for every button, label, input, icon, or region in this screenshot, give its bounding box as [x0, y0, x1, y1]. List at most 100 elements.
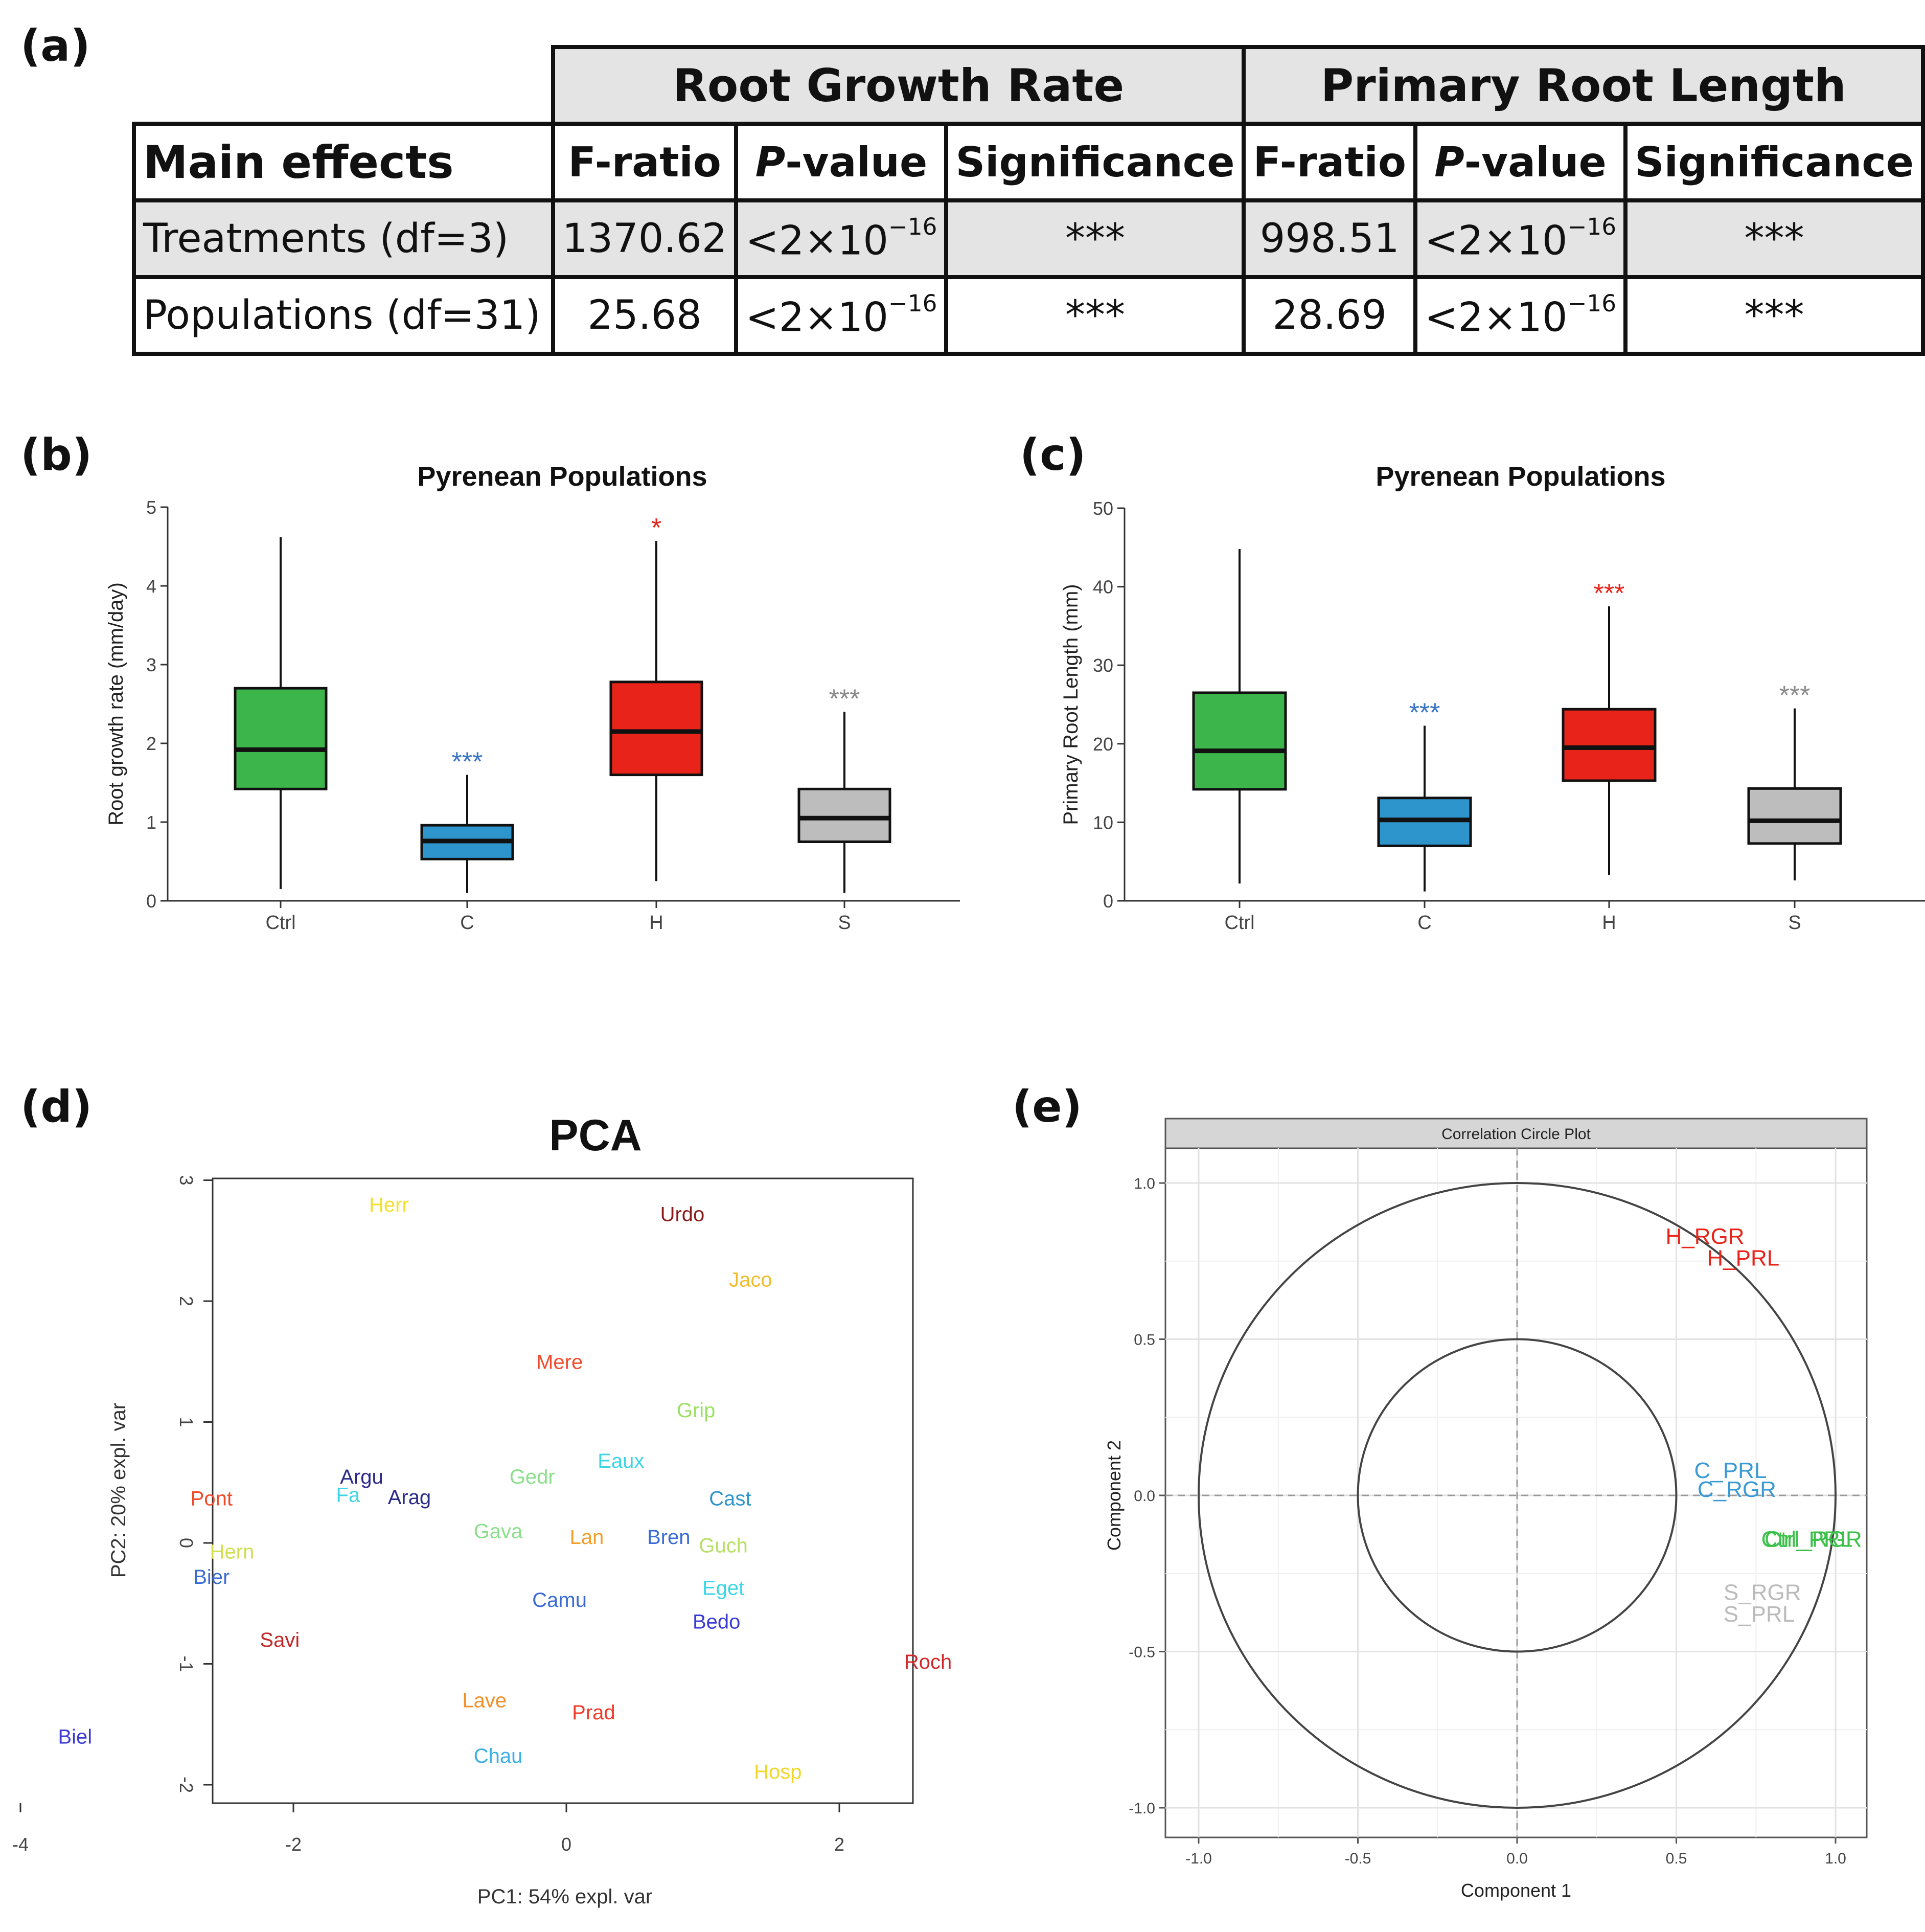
y-tick-label: -0.5: [1129, 1644, 1155, 1661]
point-label: Eget: [702, 1577, 744, 1600]
point-label: Roch: [904, 1651, 952, 1673]
cell-p-value: <2×10−16: [734, 275, 949, 356]
x-tick-label: -4: [12, 1834, 29, 1855]
point-label: Hosp: [754, 1761, 801, 1783]
p-value-exponent: −16: [1567, 290, 1616, 317]
cell-f-ratio: 998.51: [1242, 198, 1417, 279]
y-tick-label: 3: [176, 1175, 197, 1185]
panel-label-d: (d): [20, 1081, 93, 1132]
panel-label-a: (a): [20, 20, 90, 72]
panel-label-b: (b): [20, 429, 93, 481]
x-tick-label: S: [838, 912, 851, 934]
chart-title: PCA: [549, 1111, 642, 1160]
y-tick-label: 1.0: [1134, 1175, 1155, 1192]
strip-header: [1164, 1118, 1868, 1149]
point-label: Camu: [532, 1589, 587, 1611]
point-label: Savi: [260, 1629, 300, 1651]
cell-p-value: <2×10−16: [734, 198, 949, 279]
point-label: Guch: [699, 1535, 748, 1557]
significance-marker: *: [651, 513, 661, 543]
table-group-row: Root Growth Rate Primary Root Length: [134, 45, 1925, 126]
point-label: Prad: [572, 1701, 615, 1724]
point-label: Jaco: [729, 1268, 772, 1291]
x-tick-label: Ctrl: [1224, 912, 1254, 934]
header-p-value: P-value: [1413, 122, 1628, 202]
cell-f-ratio: 25.68: [551, 275, 739, 356]
chart-title: Pyrenean Populations: [1376, 461, 1665, 492]
variable-label: C_PRL: [1694, 1458, 1767, 1483]
point-label: Cast: [709, 1487, 751, 1510]
box-ctrl: [1192, 691, 1287, 791]
header-significance: Significance: [1623, 122, 1925, 202]
y-tick-label: 0: [1103, 891, 1113, 912]
x-tick-label: -0.5: [1345, 1850, 1371, 1867]
plot-frame: [212, 1177, 914, 1804]
x-axis-label: PC1: 54% expl. var: [477, 1885, 652, 1908]
point-label: Hern: [210, 1541, 254, 1563]
x-axis-label: Component 1: [1461, 1880, 1571, 1901]
x-tick-label: 2: [834, 1834, 844, 1855]
point-label: Chau: [474, 1745, 523, 1767]
point-label: Mere: [536, 1351, 583, 1373]
box-s: [1747, 787, 1842, 845]
plot-panel: [1164, 1147, 1868, 1838]
point-label: Lave: [462, 1689, 507, 1712]
variable-label: H_RGR: [1666, 1224, 1745, 1249]
variable-label: H_PRL: [1707, 1246, 1779, 1271]
panel-label-c: (c): [1020, 429, 1086, 481]
y-tick-label: -1: [176, 1655, 197, 1672]
group-root-growth-rate: Root Growth Rate: [551, 45, 1246, 126]
y-tick-label: 30: [1093, 655, 1113, 676]
cell-significance: ***: [1623, 198, 1925, 279]
significance-marker: ***: [1594, 579, 1625, 608]
significance-marker: ***: [1779, 681, 1811, 711]
header-p-letter: P: [755, 138, 786, 186]
header-p-value: P-value: [734, 122, 949, 202]
group-primary-root-length: Primary Root Length: [1242, 45, 1925, 126]
y-tick-label: 2: [176, 1296, 197, 1306]
box-h: [609, 680, 703, 777]
boxplot-root-growth-rate: Pyrenean Populations 0 1 2 3 4 5 Root growth ra…: [105, 461, 960, 934]
p-value-exponent: −16: [888, 290, 937, 317]
point-label: Bren: [647, 1526, 691, 1549]
x-tick-label: H: [1602, 912, 1616, 934]
y-tick-label: 2: [146, 733, 156, 754]
y-tick-label: 20: [1093, 734, 1113, 755]
chart-title: Correlation Circle Plot: [1441, 1126, 1591, 1143]
point-label: Gava: [474, 1520, 523, 1542]
variable-label: S_RGR: [1724, 1580, 1801, 1605]
p-value-base: <2×10: [1424, 294, 1568, 341]
x-tick-label: C: [460, 912, 474, 934]
cell-p-value: <2×10−16: [1413, 198, 1628, 279]
y-tick-label: 0: [146, 891, 156, 912]
y-tick-label: 1: [176, 1417, 197, 1427]
p-value-base: <2×10: [745, 294, 888, 341]
y-tick-label: 1: [146, 812, 156, 833]
row-label: Treatments (df=3): [132, 198, 555, 279]
y-tick-label: 0.0: [1134, 1488, 1155, 1505]
x-tick-label: S: [1788, 912, 1801, 934]
significance-marker: ***: [452, 747, 483, 777]
p-value-exponent: −16: [1567, 213, 1616, 241]
header-f-ratio: F-ratio: [551, 122, 739, 202]
header-p-suffix: -value: [1464, 138, 1607, 186]
point-label: Bier: [193, 1566, 230, 1588]
x-tick-label: 0.5: [1666, 1850, 1687, 1867]
y-tick-label: -2: [176, 1777, 197, 1793]
p-value-base: <2×10: [1424, 218, 1568, 264]
x-tick-label: 0.0: [1506, 1850, 1528, 1867]
x-tick-label: 0: [561, 1834, 571, 1855]
cell-f-ratio: 28.69: [1242, 275, 1417, 356]
header-f-ratio: F-ratio: [1242, 122, 1417, 202]
point-label: Grip: [677, 1399, 716, 1422]
header-p-letter: P: [1434, 138, 1464, 186]
point-label: Gedr: [510, 1466, 555, 1488]
point-label: Lan: [570, 1526, 604, 1549]
y-tick-label: 40: [1093, 577, 1113, 598]
significance-marker: ***: [1409, 698, 1440, 728]
point-label: Pont: [191, 1487, 233, 1510]
variable-label: C_RGR: [1698, 1477, 1776, 1502]
y-axis-label: Component 2: [1104, 1440, 1125, 1551]
